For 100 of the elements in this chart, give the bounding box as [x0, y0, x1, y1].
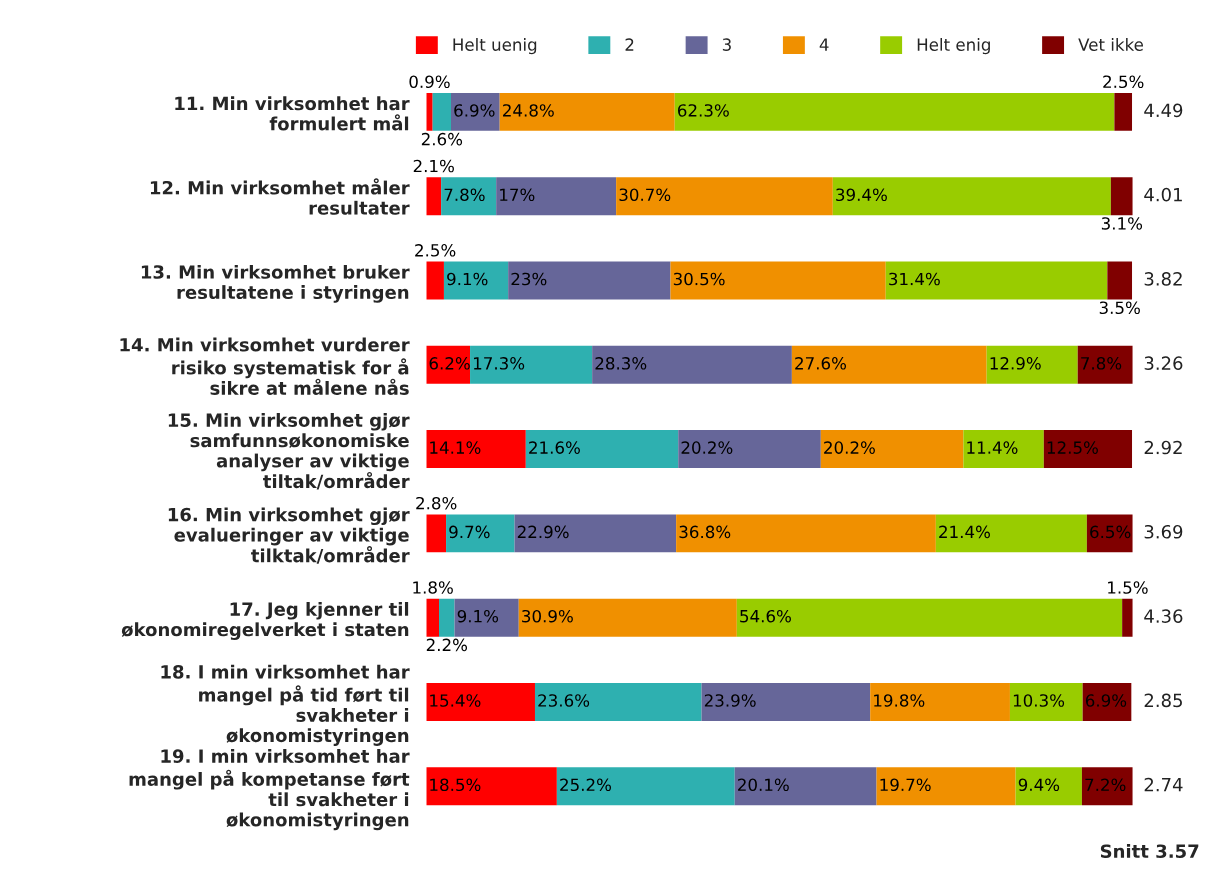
- data-label: 20.1%: [738, 778, 789, 792]
- bar: [496, 177, 617, 216]
- bar: [876, 767, 1016, 806]
- data-label: 25.2%: [560, 778, 611, 792]
- data-label: 20.2%: [824, 441, 875, 454]
- bar: [514, 514, 677, 553]
- data-label: 30.7%: [619, 188, 671, 202]
- data-label: 39.4%: [836, 188, 887, 202]
- data-label: 1.8%: [413, 581, 453, 594]
- bar: [832, 177, 1111, 216]
- data-label: 6.2%: [429, 357, 470, 370]
- bar: [426, 514, 447, 553]
- bar: [1043, 430, 1133, 469]
- data-label: 2.5%: [415, 244, 456, 257]
- bar: [525, 430, 679, 469]
- data-label: 0.9%: [409, 75, 450, 89]
- text: 2.74: [1144, 777, 1183, 792]
- bar: [454, 598, 519, 637]
- bar: [470, 345, 593, 384]
- bar: [676, 514, 936, 553]
- data-label: 28.3%: [595, 357, 647, 370]
- bar: [1077, 345, 1133, 384]
- data-label: 21.4%: [939, 525, 990, 539]
- text: 3.26: [1144, 356, 1183, 371]
- data-label: 7.8%: [1081, 357, 1122, 370]
- text: 2.85: [1144, 693, 1182, 708]
- bar: [508, 261, 671, 300]
- data-label: 23.6%: [538, 694, 590, 707]
- data-label: 9.4%: [1018, 778, 1060, 792]
- y-tick-label: 19. I min virksomhet har mangel på kompetanse ført til svakheter i økonomistyringen: [129, 748, 410, 831]
- data-label: 2.2%: [426, 638, 468, 652]
- legend-label: Helt enig: [917, 38, 990, 55]
- bar: [518, 598, 737, 637]
- bar: [678, 430, 821, 469]
- data-label: 23.9%: [704, 694, 756, 707]
- data-label: 9.1%: [457, 609, 499, 623]
- bar: [1015, 767, 1082, 806]
- y-tick-label: 17. Jeg kjenner til økonomiregelverket i staten: [121, 602, 409, 640]
- data-label: 2.8%: [416, 496, 457, 510]
- data-label: 30.9%: [522, 609, 573, 623]
- legend-label: 4: [819, 38, 829, 51]
- data-label: 7.8%: [444, 188, 485, 202]
- y-tick-label: 13. Min virksomhet bruker resultatene i styringen: [141, 264, 410, 303]
- legend-label: Helt uenig: [453, 38, 537, 55]
- bar: [443, 261, 509, 300]
- text: 4.01: [1144, 187, 1182, 202]
- bar: [426, 767, 557, 806]
- data-label: 14.1%: [430, 441, 481, 454]
- data-label: 9.7%: [449, 525, 490, 539]
- y-tick-label: 14. Min virksomhet vurderer risiko systematisk for å sikre at målene nås: [120, 337, 410, 395]
- bar: [556, 767, 735, 806]
- text: Snitt 3.57: [1100, 844, 1199, 859]
- bar: [1009, 682, 1083, 721]
- bar: [1107, 261, 1133, 300]
- bar: [701, 682, 871, 721]
- bar: [426, 430, 526, 469]
- bar: [432, 92, 451, 131]
- data-label: 12.5%: [1047, 441, 1098, 454]
- bar: [1110, 177, 1133, 216]
- bar: [791, 345, 987, 384]
- text: 4.36: [1144, 609, 1183, 623]
- data-label: 27.6%: [795, 357, 847, 370]
- data-label: 62.3%: [678, 104, 729, 117]
- bar: [426, 177, 442, 216]
- data-label: 19.8%: [874, 694, 925, 707]
- data-label: 17%: [500, 188, 535, 202]
- y-tick-label: 11. Min virksomhet har formulert mål: [175, 96, 410, 131]
- bar: [446, 514, 515, 553]
- bar: [499, 92, 675, 131]
- bar: [1122, 598, 1133, 637]
- bar: [963, 430, 1044, 469]
- bar: [820, 430, 964, 469]
- bar: [426, 345, 471, 384]
- data-label: 18.5%: [430, 778, 481, 792]
- bar: [426, 682, 535, 721]
- y-tick-label: 18. I min virksomhet har mangel på tid ført til svakheter i økonomistyringen: [161, 664, 410, 746]
- data-label: 6.5%: [1090, 525, 1131, 539]
- bar: [670, 261, 886, 300]
- data-label: 17.3%: [474, 357, 525, 370]
- data-label: 12.9%: [990, 357, 1041, 370]
- legend-label: 2: [625, 38, 634, 51]
- data-label: 24.8%: [503, 104, 554, 117]
- legend-label: Vet ikke: [1078, 38, 1143, 51]
- data-label: 54.6%: [740, 609, 791, 623]
- data-label: 15.4%: [430, 694, 481, 707]
- bar: [1082, 682, 1132, 721]
- text: 2.92: [1144, 440, 1182, 455]
- data-label: 3.1%: [1101, 217, 1143, 230]
- bar: [674, 92, 1115, 131]
- legend-label: 3: [722, 38, 731, 51]
- bar: [426, 261, 444, 300]
- bar: [1114, 92, 1133, 131]
- bar: [426, 598, 439, 637]
- data-label: 11.4%: [967, 441, 1018, 454]
- text: 4.49: [1144, 103, 1183, 118]
- data-label: 9.1%: [447, 272, 488, 286]
- data-label: 2.6%: [421, 132, 463, 146]
- data-label: 36.8%: [679, 525, 731, 539]
- bar: [1081, 767, 1133, 806]
- text: 3.82: [1144, 272, 1182, 286]
